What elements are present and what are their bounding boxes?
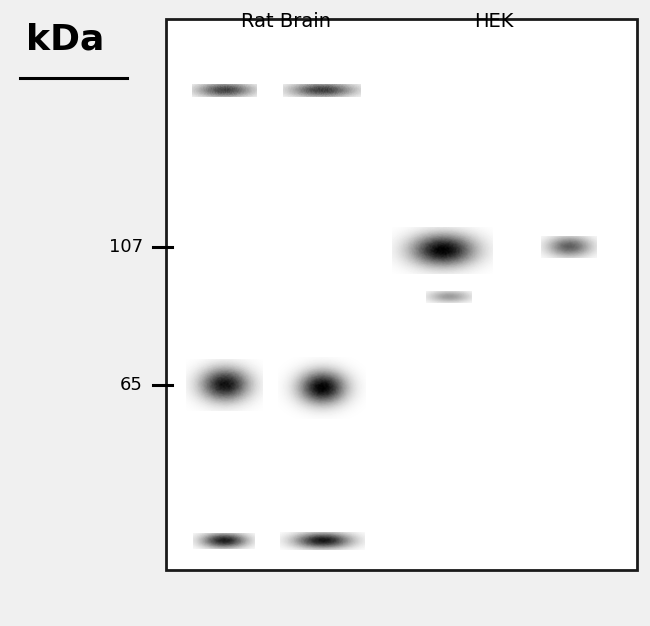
Text: kDa: kDa (26, 23, 105, 56)
Text: Rat Brain: Rat Brain (241, 13, 331, 31)
Text: 65: 65 (120, 376, 143, 394)
Bar (166, 19, 637, 570)
Text: HEK: HEK (474, 13, 514, 31)
Text: 107: 107 (109, 239, 143, 256)
Bar (166, 19, 637, 570)
